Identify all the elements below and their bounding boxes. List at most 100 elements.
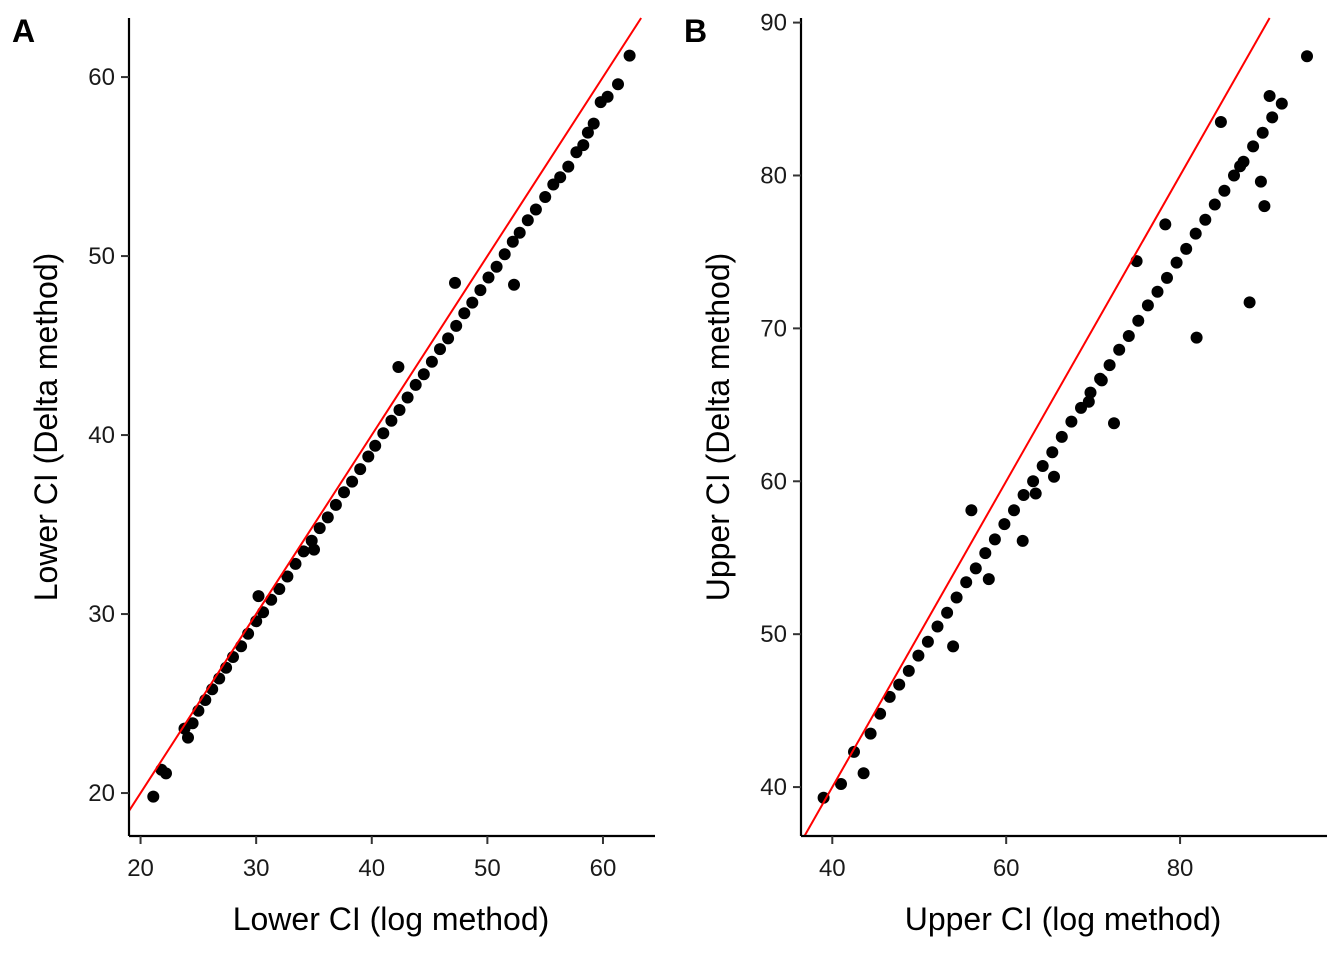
panel-label-a: A [12, 13, 35, 49]
data-point [1095, 374, 1108, 387]
data-point [921, 635, 934, 648]
data-point [1065, 415, 1078, 428]
data-point [182, 731, 194, 744]
data-point [1027, 475, 1040, 488]
data-point [1036, 460, 1049, 472]
data-point [969, 562, 982, 575]
y-tick-label: 40 [760, 774, 787, 801]
x-tick-label: 60 [993, 855, 1020, 882]
x-axis-title-b: Upper CI (log method) [905, 901, 1222, 937]
data-point [1084, 386, 1097, 399]
data-point [931, 620, 944, 633]
data-point [308, 543, 320, 556]
data-point [1029, 487, 1042, 500]
data-point [466, 296, 479, 309]
data-point [950, 591, 963, 604]
data-point [1016, 534, 1029, 547]
data-point [409, 378, 422, 391]
data-point [329, 498, 342, 511]
data-point [508, 278, 520, 291]
x-tick-label: 50 [474, 855, 501, 882]
data-point [369, 439, 382, 452]
y-ticks-b: 40 50 60 70 80 90 [760, 10, 801, 801]
y-tick-label: 20 [88, 780, 115, 807]
data-point [1275, 97, 1288, 110]
x-tick-label: 40 [358, 855, 385, 882]
data-point [1256, 126, 1269, 139]
data-point [1258, 200, 1271, 213]
data-point [482, 271, 495, 284]
data-point [1243, 296, 1256, 309]
data-point [893, 678, 906, 691]
data-point [385, 414, 398, 427]
data-point [1103, 359, 1116, 372]
data-point [979, 547, 992, 560]
data-point [988, 533, 1001, 546]
data-point [601, 90, 614, 103]
data-point [498, 248, 511, 261]
data-point [1008, 504, 1020, 517]
data-point [1199, 213, 1212, 226]
x-tick-label: 60 [590, 855, 617, 882]
data-point [1082, 395, 1095, 408]
data-point [857, 767, 870, 780]
data-point [1141, 299, 1154, 312]
x-tick-label: 40 [819, 855, 846, 882]
data-point [252, 590, 265, 603]
data-point [1151, 285, 1164, 298]
y-tick-label: 40 [88, 422, 115, 449]
data-point [982, 573, 995, 586]
data-point [289, 557, 302, 570]
y-tick-label: 60 [88, 64, 115, 91]
data-point [817, 791, 830, 804]
data-point [393, 404, 406, 416]
panel-a: A 20 30 40 50 60 20 30 40 50 60 Lower CI (log me… [12, 13, 655, 937]
y-tick-label: 60 [760, 468, 787, 495]
data-point [965, 504, 978, 517]
data-point [338, 486, 350, 499]
data-point [1247, 140, 1260, 153]
x-ticks-b: 40 60 80 [819, 836, 1193, 882]
data-point [186, 717, 199, 730]
data-point [1122, 330, 1135, 342]
data-point [1228, 169, 1240, 182]
y-tick-label: 30 [88, 601, 115, 628]
data-point [883, 690, 896, 703]
scatter-points-a [147, 49, 636, 803]
y-axis-title-b: Upper CI (Delta method) [700, 253, 736, 602]
data-point [1132, 314, 1145, 327]
data-point [1234, 160, 1247, 173]
data-point [612, 78, 624, 91]
y-ticks-a: 20 30 40 50 60 [88, 64, 129, 807]
data-point [874, 707, 887, 720]
data-point [1055, 430, 1068, 443]
data-point [947, 640, 960, 653]
data-point [450, 319, 463, 332]
data-point [960, 576, 973, 589]
data-point [1159, 218, 1172, 231]
data-point [1170, 256, 1183, 269]
data-point [377, 427, 390, 440]
data-point [434, 343, 446, 356]
data-point [1218, 184, 1231, 197]
data-point [392, 361, 405, 373]
data-point [529, 203, 542, 216]
data-point [506, 235, 519, 248]
data-point [1048, 470, 1060, 483]
y-axis-title-a: Lower CI (Delta method) [28, 253, 64, 602]
data-point [458, 307, 471, 320]
data-point [581, 126, 594, 139]
data-point [281, 570, 294, 583]
data-point [1046, 446, 1059, 459]
x-tick-label: 30 [243, 855, 270, 882]
data-point [417, 368, 430, 381]
data-point [577, 139, 590, 152]
data-point [1017, 489, 1030, 501]
data-point [362, 450, 375, 463]
data-point [273, 583, 286, 595]
x-tick-label: 80 [1167, 855, 1194, 882]
x-tick-label: 20 [127, 855, 154, 882]
data-point [313, 522, 326, 535]
data-point [1189, 227, 1202, 240]
